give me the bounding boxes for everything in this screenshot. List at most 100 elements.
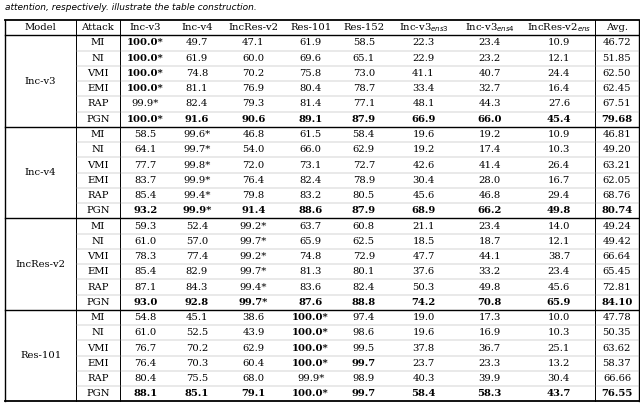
Text: 43.7: 43.7 xyxy=(547,389,571,398)
Text: 100.0*: 100.0* xyxy=(292,389,329,398)
Text: 12.1: 12.1 xyxy=(548,54,570,63)
Text: 52.4: 52.4 xyxy=(186,222,208,231)
Text: 98.6: 98.6 xyxy=(353,328,375,337)
Text: PGN: PGN xyxy=(86,206,109,215)
Text: 49.8: 49.8 xyxy=(479,283,500,292)
Text: 66.2: 66.2 xyxy=(477,206,502,215)
Text: Inc-v3: Inc-v3 xyxy=(25,76,56,86)
Text: 60.4: 60.4 xyxy=(243,359,264,368)
Text: 99.9*: 99.9* xyxy=(132,99,159,109)
Text: 33.4: 33.4 xyxy=(412,84,435,93)
Text: 93.0: 93.0 xyxy=(133,298,157,307)
Text: 85.4: 85.4 xyxy=(134,267,157,276)
Text: 24.4: 24.4 xyxy=(548,69,570,78)
Text: 17.3: 17.3 xyxy=(479,313,500,322)
Text: 62.5: 62.5 xyxy=(353,237,375,246)
Text: 70.3: 70.3 xyxy=(186,359,208,368)
Text: EMI: EMI xyxy=(87,84,109,93)
Text: 16.4: 16.4 xyxy=(548,84,570,93)
Text: 23.4: 23.4 xyxy=(479,222,500,231)
Text: 100.0*: 100.0* xyxy=(127,115,164,124)
Text: 23.7: 23.7 xyxy=(412,359,435,368)
Text: 38.6: 38.6 xyxy=(243,313,264,322)
Text: 13.2: 13.2 xyxy=(548,359,570,368)
Text: 58.37: 58.37 xyxy=(603,359,631,368)
Text: 12.1: 12.1 xyxy=(548,237,570,246)
Text: 79.1: 79.1 xyxy=(241,389,266,398)
Text: IncRes-v2: IncRes-v2 xyxy=(15,260,65,269)
Text: 73.0: 73.0 xyxy=(353,69,375,78)
Text: 58.5: 58.5 xyxy=(134,130,157,139)
Text: Avg.: Avg. xyxy=(606,23,628,32)
Text: 85.4: 85.4 xyxy=(134,191,157,200)
Text: 82.4: 82.4 xyxy=(186,99,208,109)
Text: 29.4: 29.4 xyxy=(548,191,570,200)
Text: 59.3: 59.3 xyxy=(134,222,157,231)
Text: 49.20: 49.20 xyxy=(603,145,631,154)
Text: 65.1: 65.1 xyxy=(353,54,375,63)
Text: 99.9*: 99.9* xyxy=(182,206,212,215)
Text: 78.9: 78.9 xyxy=(353,176,375,185)
Text: 22.9: 22.9 xyxy=(412,54,435,63)
Text: 100.0*: 100.0* xyxy=(292,313,329,322)
Text: VMI: VMI xyxy=(87,344,109,353)
Text: 84.3: 84.3 xyxy=(186,283,208,292)
Text: 41.4: 41.4 xyxy=(478,161,501,170)
Text: 70.8: 70.8 xyxy=(477,298,502,307)
Text: 14.0: 14.0 xyxy=(548,222,570,231)
Text: 47.7: 47.7 xyxy=(412,252,435,261)
Text: 74.8: 74.8 xyxy=(300,252,322,261)
Text: 78.7: 78.7 xyxy=(353,84,375,93)
Text: 58.5: 58.5 xyxy=(353,38,375,48)
Text: 40.3: 40.3 xyxy=(412,374,435,383)
Text: 33.2: 33.2 xyxy=(479,267,500,276)
Text: 79.8: 79.8 xyxy=(243,191,264,200)
Text: 84.10: 84.10 xyxy=(601,298,633,307)
Text: 99.8*: 99.8* xyxy=(183,161,211,170)
Text: 77.7: 77.7 xyxy=(134,161,157,170)
Text: 19.6: 19.6 xyxy=(412,328,435,337)
Text: 87.9: 87.9 xyxy=(352,115,376,124)
Text: VMI: VMI xyxy=(87,161,109,170)
Text: 72.9: 72.9 xyxy=(353,252,375,261)
Text: MI: MI xyxy=(91,130,105,139)
Text: 79.68: 79.68 xyxy=(602,115,632,124)
Text: MI: MI xyxy=(91,313,105,322)
Text: 80.4: 80.4 xyxy=(300,84,322,93)
Text: attention, respectively. illustrate the table construction.: attention, respectively. illustrate the … xyxy=(5,3,257,13)
Text: 23.4: 23.4 xyxy=(479,38,500,48)
Text: 60.8: 60.8 xyxy=(353,222,375,231)
Text: 66.0: 66.0 xyxy=(300,145,322,154)
Text: 19.6: 19.6 xyxy=(412,130,435,139)
Text: 100.0*: 100.0* xyxy=(292,344,329,353)
Text: 30.4: 30.4 xyxy=(548,374,570,383)
Text: 91.6: 91.6 xyxy=(185,115,209,124)
Text: 42.6: 42.6 xyxy=(412,161,435,170)
Text: 83.6: 83.6 xyxy=(300,283,322,292)
Text: 63.7: 63.7 xyxy=(300,222,322,231)
Text: 63.62: 63.62 xyxy=(603,344,631,353)
Text: 80.74: 80.74 xyxy=(602,206,632,215)
Text: 99.4*: 99.4* xyxy=(239,283,267,292)
Text: 70.2: 70.2 xyxy=(243,69,264,78)
Text: 37.6: 37.6 xyxy=(412,267,435,276)
Text: 48.1: 48.1 xyxy=(412,99,435,109)
Text: 62.45: 62.45 xyxy=(603,84,631,93)
Text: 87.6: 87.6 xyxy=(298,298,323,307)
Text: 66.9: 66.9 xyxy=(412,115,436,124)
Text: 81.3: 81.3 xyxy=(300,267,322,276)
Text: EMI: EMI xyxy=(87,267,109,276)
Text: 66.66: 66.66 xyxy=(603,374,631,383)
Text: 18.5: 18.5 xyxy=(412,237,435,246)
Text: 75.8: 75.8 xyxy=(300,69,322,78)
Text: 23.2: 23.2 xyxy=(479,54,500,63)
Text: 93.2: 93.2 xyxy=(133,206,157,215)
Text: 44.1: 44.1 xyxy=(478,252,501,261)
Text: Res-152: Res-152 xyxy=(343,23,385,32)
Text: 61.9: 61.9 xyxy=(186,54,208,63)
Text: 63.21: 63.21 xyxy=(603,161,631,170)
Text: 80.1: 80.1 xyxy=(353,267,375,276)
Text: 16.9: 16.9 xyxy=(479,328,500,337)
Text: 58.4: 58.4 xyxy=(353,130,375,139)
Text: 46.81: 46.81 xyxy=(603,130,631,139)
